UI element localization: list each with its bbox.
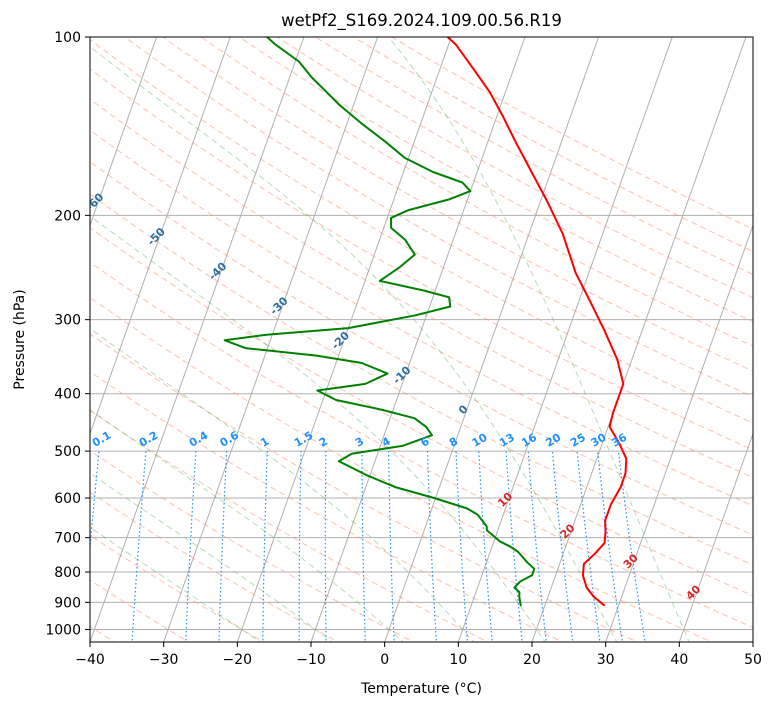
mixing-ratio-line	[388, 451, 395, 642]
y-tick-label: 1000	[45, 622, 81, 638]
chart-title: wetPf2_S169.2024.109.00.56.R19	[281, 11, 562, 31]
y-axis-title: Pressure (hPa)	[12, 289, 28, 389]
x-tick-label: −20	[223, 652, 253, 668]
dry-adiabat-line	[90, 68, 753, 451]
mixing-ratio-line	[262, 451, 268, 642]
moist-adiabat-line	[90, 526, 262, 642]
dry-adiabat-line	[90, 579, 190, 642]
mixing-ratio-line	[185, 451, 197, 642]
x-tick-label: −10	[296, 652, 326, 668]
x-tick-label: 50	[744, 652, 762, 668]
x-tick-label: 20	[523, 652, 541, 668]
mixing-ratio-line	[324, 451, 327, 642]
dry-adiabat-line	[90, 98, 753, 479]
isotherm-line	[384, 37, 600, 642]
profile-lines	[223, 37, 628, 607]
dry-adiabat-line	[90, 371, 564, 642]
moist-adiabat-line	[90, 472, 333, 642]
plot-frame	[89, 36, 754, 643]
dry-adiabat-line	[90, 534, 265, 642]
y-tick-label: 900	[54, 595, 81, 611]
isotherm-line	[457, 37, 673, 642]
dry-adiabat-line	[238, 37, 753, 323]
isotherm-line	[678, 432, 753, 642]
x-tick-label: −40	[75, 652, 105, 668]
dry-adiabat-line	[123, 37, 753, 398]
moist-adiabat-line	[90, 409, 404, 642]
y-tick-label: 500	[54, 444, 81, 460]
y-tick-label: 800	[54, 565, 81, 581]
moist-adiabat-line	[90, 46, 618, 642]
isotherm-line	[90, 37, 158, 227]
isotherm-line	[90, 37, 231, 436]
axes: −40 −30 −20 −10 0 10 20 30 40 50 100 200 300 400 500 60…	[45, 30, 762, 668]
isotherm-line	[310, 37, 526, 642]
dry-adiabat-line	[90, 161, 753, 536]
x-tick-label: 30	[597, 652, 615, 668]
mixing-ratio-line	[361, 451, 366, 642]
dry-adiabat-line	[90, 129, 753, 507]
dry-adiabat-line	[276, 37, 753, 299]
isotherm-line	[605, 223, 753, 642]
x-tick-label: 40	[670, 652, 688, 668]
dry-adiabat-line	[90, 261, 753, 629]
dry-adiabat-line	[90, 409, 489, 642]
dry-adiabat-line	[90, 227, 753, 597]
y-tick-label: 400	[54, 387, 81, 403]
isotherm-line	[90, 37, 305, 642]
y-tick-label: 600	[54, 491, 81, 507]
dewpoint-profile-line	[223, 37, 536, 607]
y-tick-label: 100	[54, 30, 81, 46]
isotherm-line	[163, 37, 379, 642]
dry-adiabat-line	[90, 296, 713, 642]
moist-adiabat-line	[90, 215, 546, 642]
isotherm-line	[531, 37, 747, 642]
mixing-ratio-line	[218, 451, 228, 642]
temperature-profile-line	[446, 37, 628, 607]
background-lines	[90, 37, 753, 642]
mixing-ratio-line	[617, 451, 646, 642]
x-tick-label: −30	[149, 652, 179, 668]
y-tick-label: 700	[54, 531, 81, 547]
mixing-ratio-line	[426, 451, 438, 642]
x-tick-label: 0	[380, 652, 389, 668]
x-tick-label: 10	[449, 652, 467, 668]
x-axis-title: Temperature (°C)	[360, 681, 482, 697]
dry-adiabat-line	[161, 37, 753, 372]
y-tick-label: 300	[54, 313, 81, 329]
dry-adiabat-line	[90, 193, 753, 566]
dry-adiabat-line	[90, 450, 414, 642]
y-tick-label: 200	[54, 208, 81, 224]
mixing-ratio-line	[298, 451, 302, 642]
